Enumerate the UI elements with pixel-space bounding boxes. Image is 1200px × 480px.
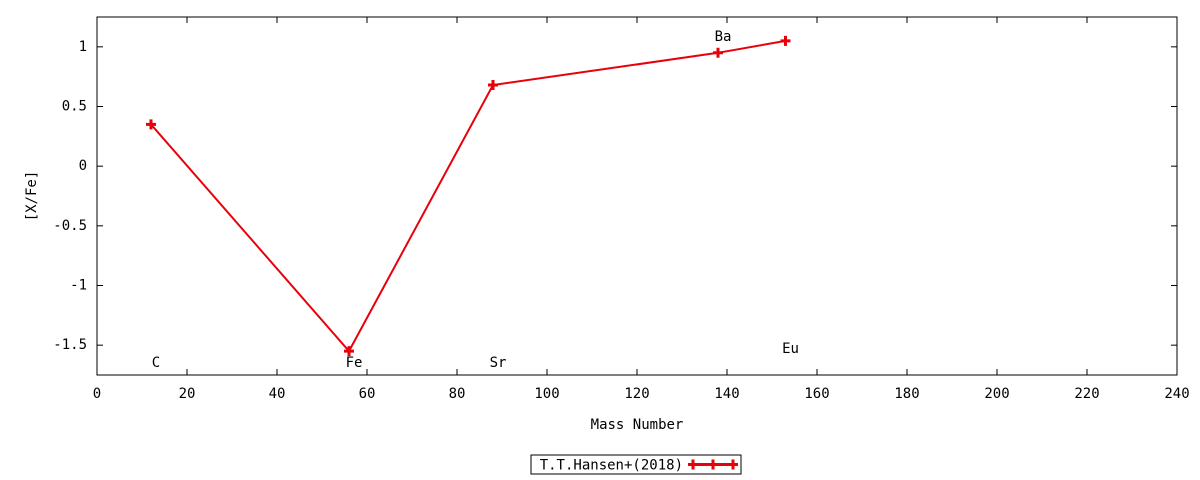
y-tick-label: -0.5 bbox=[53, 218, 87, 234]
y-tick-label: -1.5 bbox=[53, 337, 87, 353]
x-tick-label: 40 bbox=[269, 386, 286, 402]
x-axis-label: Mass Number bbox=[591, 417, 684, 433]
legend-label: T.T.Hansen+(2018) bbox=[540, 458, 683, 474]
point-label: Ba bbox=[715, 29, 732, 45]
x-tick-label: 140 bbox=[714, 386, 739, 402]
y-tick-label: 0.5 bbox=[62, 99, 87, 115]
data-point bbox=[713, 47, 723, 58]
data-point bbox=[780, 35, 791, 46]
data-point bbox=[146, 119, 156, 130]
plot-frame bbox=[96, 16, 1178, 376]
data-point bbox=[488, 80, 498, 91]
point-label: Eu bbox=[782, 341, 799, 357]
x-tick-label: 20 bbox=[179, 386, 196, 402]
legend-marker bbox=[688, 459, 698, 470]
x-tick-label: 60 bbox=[359, 386, 376, 402]
x-tick-label: 100 bbox=[534, 386, 559, 402]
y-tick-label: 0 bbox=[79, 158, 87, 174]
data-point bbox=[344, 346, 354, 357]
x-tick-label: 180 bbox=[894, 386, 919, 402]
x-tick-label: 160 bbox=[804, 386, 829, 402]
y-tick-label: 1 bbox=[79, 39, 87, 55]
x-tick-label: 80 bbox=[449, 386, 466, 402]
legend-box bbox=[530, 454, 742, 475]
x-tick-label: 0 bbox=[93, 386, 101, 402]
x-tick-label: 220 bbox=[1074, 386, 1099, 402]
point-label: C bbox=[152, 355, 160, 371]
y-axis-label: [X/Fe] bbox=[24, 171, 40, 222]
legend-marker bbox=[728, 459, 738, 470]
point-label: Fe bbox=[346, 355, 363, 371]
point-label: Sr bbox=[490, 355, 507, 371]
x-tick-label: 240 bbox=[1164, 386, 1189, 402]
x-tick-label: 120 bbox=[624, 386, 649, 402]
x-tick-label: 200 bbox=[984, 386, 1009, 402]
legend-marker bbox=[708, 459, 718, 470]
y-tick-label: -1 bbox=[70, 278, 87, 294]
series-line bbox=[150, 39, 786, 353]
